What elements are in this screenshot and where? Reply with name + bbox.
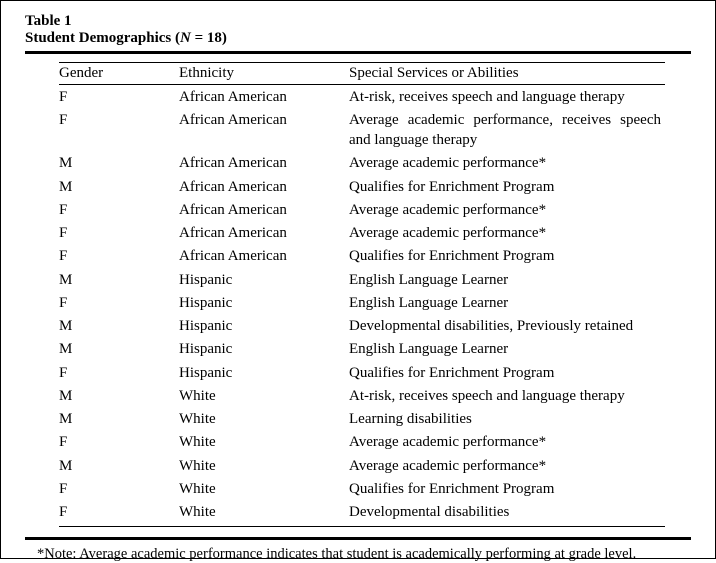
cell-gender: M <box>59 268 179 291</box>
cell-ethnicity: African American <box>179 152 349 175</box>
cell-gender: F <box>59 222 179 245</box>
table-row: MHispanicEnglish Language Learner <box>59 338 665 361</box>
table-row: FAfrican AmericanAverage academic perfor… <box>59 198 665 221</box>
cell-gender: F <box>59 361 179 384</box>
table-title: Student Demographics (N = 18) <box>25 30 691 47</box>
title-italic-n: N <box>180 30 191 46</box>
cell-gender: M <box>59 175 179 198</box>
table-number: Table 1 <box>25 13 691 30</box>
cell-gender: F <box>59 245 179 268</box>
cell-ethnicity: Hispanic <box>179 361 349 384</box>
table-row: FWhiteAverage academic performance* <box>59 431 665 454</box>
table-row: MWhiteAt-risk, receives speech and langu… <box>59 384 665 407</box>
table-row: MHispanicEnglish Language Learner <box>59 268 665 291</box>
table-row: MAfrican AmericanQualifies for Enrichmen… <box>59 175 665 198</box>
cell-services: Average academic performance* <box>349 454 665 477</box>
cell-services: At-risk, receives speech and language th… <box>349 384 665 407</box>
cell-ethnicity: African American <box>179 245 349 268</box>
table-row: FWhiteQualifies for Enrichment Program <box>59 477 665 500</box>
cell-ethnicity: Hispanic <box>179 315 349 338</box>
cell-services: Developmental disabilities <box>349 501 665 527</box>
demographics-table: Gender Ethnicity Special Services or Abi… <box>59 62 665 527</box>
col-header-gender: Gender <box>59 63 179 85</box>
cell-ethnicity: Hispanic <box>179 291 349 314</box>
cell-gender: F <box>59 291 179 314</box>
table-row: MWhiteLearning disabilities <box>59 408 665 431</box>
col-header-services: Special Services or Abilities <box>349 63 665 85</box>
cell-services: Average academic performance* <box>349 431 665 454</box>
cell-gender: F <box>59 431 179 454</box>
table-page: Table 1 Student Demographics (N = 18) Ge… <box>0 0 716 559</box>
title-prefix: Student Demographics ( <box>25 30 180 46</box>
table-row: FHispanicQualifies for Enrichment Progra… <box>59 361 665 384</box>
cell-gender: F <box>59 477 179 500</box>
table-body: FAfrican AmericanAt-risk, receives speec… <box>59 85 665 527</box>
cell-gender: F <box>59 198 179 221</box>
cell-ethnicity: African American <box>179 108 349 152</box>
cell-services: English Language Learner <box>349 268 665 291</box>
cell-gender: M <box>59 454 179 477</box>
cell-ethnicity: Hispanic <box>179 338 349 361</box>
cell-services: Average academic performance* <box>349 152 665 175</box>
cell-ethnicity: African American <box>179 198 349 221</box>
cell-ethnicity: White <box>179 408 349 431</box>
cell-services: At-risk, receives speech and language th… <box>349 85 665 109</box>
cell-services: Learning disabilities <box>349 408 665 431</box>
table-row: FAfrican AmericanQualifies for Enrichmen… <box>59 245 665 268</box>
cell-ethnicity: White <box>179 454 349 477</box>
title-suffix: = 18) <box>191 30 227 46</box>
cell-gender: M <box>59 384 179 407</box>
cell-gender: F <box>59 501 179 527</box>
cell-gender: F <box>59 108 179 152</box>
cell-gender: M <box>59 152 179 175</box>
table-row: FAfrican AmericanAverage academic perfor… <box>59 222 665 245</box>
table-row: MHispanicDevelopmental disabilities, Pre… <box>59 315 665 338</box>
table-footnote: *Note: Average academic performance indi… <box>25 546 691 563</box>
table-header-row: Gender Ethnicity Special Services or Abi… <box>59 63 665 85</box>
top-thick-rule <box>25 51 691 54</box>
table-row: MWhiteAverage academic performance* <box>59 454 665 477</box>
bottom-thick-rule <box>25 537 691 540</box>
cell-gender: M <box>59 408 179 431</box>
cell-services: Qualifies for Enrichment Program <box>349 477 665 500</box>
cell-services: Average academic performance, receives s… <box>349 108 665 152</box>
cell-services: Average academic performance* <box>349 198 665 221</box>
table-row: FAfrican AmericanAverage academic perfor… <box>59 108 665 152</box>
cell-ethnicity: White <box>179 384 349 407</box>
cell-gender: M <box>59 338 179 361</box>
cell-services: Average academic performance* <box>349 222 665 245</box>
table-wrapper: Gender Ethnicity Special Services or Abi… <box>25 62 691 527</box>
col-header-ethnicity: Ethnicity <box>179 63 349 85</box>
cell-ethnicity: White <box>179 477 349 500</box>
cell-services: Qualifies for Enrichment Program <box>349 245 665 268</box>
cell-services: English Language Learner <box>349 338 665 361</box>
cell-ethnicity: African American <box>179 222 349 245</box>
cell-ethnicity: African American <box>179 85 349 109</box>
table-row: FHispanicEnglish Language Learner <box>59 291 665 314</box>
cell-ethnicity: White <box>179 431 349 454</box>
table-row: MAfrican AmericanAverage academic perfor… <box>59 152 665 175</box>
cell-gender: F <box>59 85 179 109</box>
cell-ethnicity: White <box>179 501 349 527</box>
cell-services: Developmental disabilities, Previously r… <box>349 315 665 338</box>
cell-gender: M <box>59 315 179 338</box>
cell-services: Qualifies for Enrichment Program <box>349 361 665 384</box>
cell-services: Qualifies for Enrichment Program <box>349 175 665 198</box>
table-row: FWhiteDevelopmental disabilities <box>59 501 665 527</box>
cell-ethnicity: Hispanic <box>179 268 349 291</box>
table-row: FAfrican AmericanAt-risk, receives speec… <box>59 85 665 109</box>
cell-ethnicity: African American <box>179 175 349 198</box>
cell-services: English Language Learner <box>349 291 665 314</box>
